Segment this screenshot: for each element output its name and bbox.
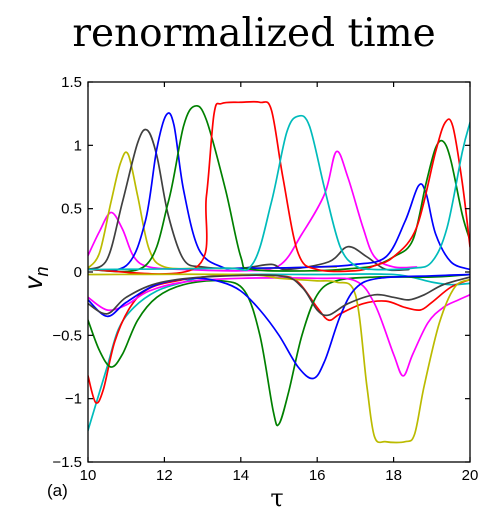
x-tick-label-18: 18: [385, 467, 402, 484]
x-tick-label-20: 20: [462, 467, 479, 484]
y-tick-label-4: −0.5: [52, 327, 82, 344]
y-tick-label-3: 0: [74, 264, 82, 281]
series-line-13: [88, 273, 470, 380]
y-tick-label-2: 0.5: [61, 201, 82, 218]
series-line-2: [88, 151, 338, 270]
y-axis-label-subscript: n: [32, 266, 52, 276]
series-line-4: [88, 112, 470, 272]
x-axis-label: τ: [270, 484, 283, 512]
x-tick-label-16: 16: [309, 467, 326, 484]
series-line-3: [88, 128, 410, 272]
series-line-11: [88, 277, 470, 377]
panel-label: (a): [47, 481, 68, 500]
y-tick-label-0: 1.5: [61, 74, 82, 91]
x-tick-label-14: 14: [232, 467, 249, 484]
y-tick-label-6: −1.5: [52, 454, 82, 471]
y-tick-label-1: 1: [74, 137, 82, 154]
x-tick-label-10: 10: [80, 467, 97, 484]
series-line-1: [88, 150, 418, 272]
x-tick-label-12: 12: [156, 467, 173, 484]
y-axis-label-main: v: [18, 275, 48, 290]
y-tick-label-5: −1: [65, 391, 82, 408]
series-line-10: [88, 273, 470, 427]
series-line-5: [88, 104, 470, 273]
axes-box: [87, 81, 471, 463]
tick-labels: 10 12 14 16 18 20 1.5 1 0.5 0 −0.5 −1 −1.5: [52, 74, 478, 484]
series-line-8: [88, 273, 470, 432]
series-line-14: [88, 274, 470, 317]
series-line-7: [88, 114, 470, 272]
ticks-layer: [87, 81, 471, 463]
chart-title: renormalized time: [72, 11, 435, 56]
series-line-9: [88, 274, 470, 404]
series-line-6: [88, 100, 470, 275]
series-layer: [88, 100, 470, 444]
series-line-12: [88, 273, 470, 444]
y-axis-label: vn: [18, 266, 52, 289]
